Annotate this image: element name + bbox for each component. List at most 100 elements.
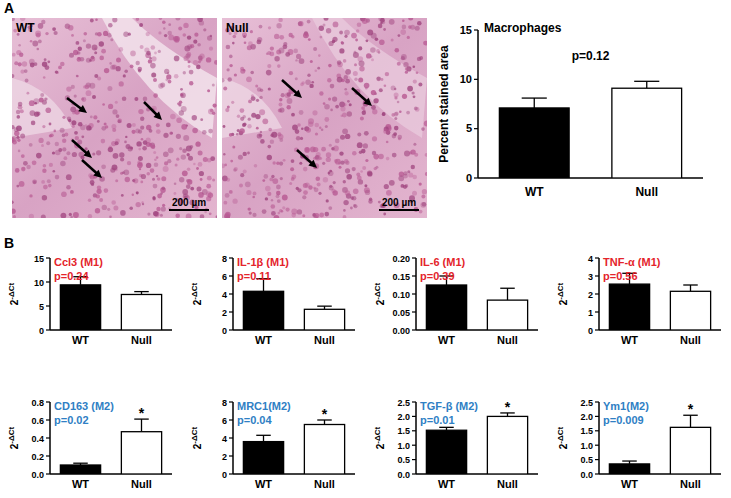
nucleus (238, 155, 243, 160)
nucleus (60, 62, 65, 67)
nucleus (141, 138, 144, 141)
nucleus (152, 178, 155, 181)
nucleus (176, 158, 179, 161)
category-label: Null (680, 478, 701, 490)
nucleus (376, 76, 381, 81)
nucleus (187, 44, 192, 49)
nucleus (305, 183, 310, 188)
nucleus (365, 190, 370, 195)
nucleus (328, 206, 332, 210)
nucleus (18, 44, 21, 47)
chart-title: Ym1(M2) (603, 400, 649, 412)
nucleus (32, 179, 37, 184)
nucleus (386, 141, 388, 143)
nucleus (328, 64, 332, 68)
y-axis-label: 2-ΔCt (190, 282, 203, 305)
nucleus (210, 109, 213, 112)
nucleus (76, 41, 80, 45)
y-tick (46, 281, 50, 282)
nucleus (274, 215, 280, 218)
nucleus (251, 96, 256, 101)
y-tick-label: 4 (588, 254, 593, 264)
nucleus (270, 47, 274, 51)
nucleus (198, 162, 203, 167)
nucleus (359, 66, 364, 71)
nucleus (125, 136, 127, 138)
chart-title: IL-6 (M1) (420, 256, 466, 268)
nucleus (177, 103, 180, 106)
nucleus (352, 167, 356, 171)
nucleus (295, 77, 298, 80)
nucleus (68, 119, 71, 122)
nucleus (425, 172, 427, 176)
nucleus (394, 96, 397, 99)
nucleus (70, 216, 73, 218)
y-axis-label: 2-ΔCt (556, 426, 569, 449)
y-tick (412, 401, 416, 402)
nucleus (279, 209, 283, 213)
y-tick-label: 6 (222, 416, 227, 426)
nucleus (156, 129, 161, 134)
category-label: Null (635, 185, 658, 199)
nucleus (105, 125, 108, 128)
nucleus (132, 194, 134, 196)
nucleus (352, 151, 357, 156)
nucleus (115, 141, 119, 145)
y-tick-label: 5 (466, 122, 472, 134)
nucleus (269, 52, 274, 57)
nucleus (279, 162, 283, 166)
nucleus (411, 165, 415, 169)
nucleus (303, 32, 309, 38)
y-tick-label: 1.5 (580, 426, 593, 436)
y-tick (412, 416, 416, 417)
nucleus (158, 50, 161, 53)
nucleus (337, 77, 343, 83)
nucleus (318, 192, 321, 195)
nucleus (94, 51, 97, 54)
nucleus (415, 26, 420, 31)
nucleus (247, 152, 250, 155)
nucleus (401, 54, 407, 60)
y-tick-label: 8 (222, 254, 227, 264)
nucleus (398, 34, 401, 37)
nucleus (343, 200, 348, 205)
micrograph (12, 18, 217, 218)
nucleus (127, 123, 132, 128)
nucleus (323, 177, 328, 182)
nucleus (240, 108, 245, 113)
p-value: p=0.009 (603, 414, 644, 426)
nucleus (236, 133, 239, 136)
nucleus (398, 175, 404, 181)
nucleus (262, 209, 267, 214)
error-cap (634, 81, 659, 82)
nucleus (226, 45, 231, 50)
nucleus (402, 94, 407, 99)
y-axis-label-sup: -ΔCt (7, 282, 16, 299)
y-tick-label: 0.15 (392, 272, 410, 282)
nucleus (38, 23, 44, 29)
nucleus (391, 86, 396, 91)
nucleus (193, 60, 198, 65)
nucleus (99, 41, 104, 46)
nucleus (115, 179, 118, 182)
nucleus (402, 25, 407, 30)
nucleus (174, 192, 177, 195)
nucleus (240, 117, 244, 121)
nucleus (328, 98, 331, 101)
nucleus (280, 177, 283, 180)
nucleus (42, 125, 45, 128)
y-tick (474, 29, 478, 30)
y-tick-label: 0.20 (392, 254, 410, 264)
y-tick (595, 430, 599, 431)
nucleus (259, 109, 265, 115)
category-label: Null (497, 478, 518, 490)
nucleus (209, 212, 212, 215)
nucleus (80, 125, 85, 130)
nucleus (345, 91, 349, 95)
nucleus (243, 123, 247, 127)
nucleus (136, 61, 140, 65)
nucleus (282, 206, 285, 209)
nucleus (74, 131, 78, 135)
category-label: WT (72, 478, 89, 490)
nucleus (43, 76, 46, 79)
